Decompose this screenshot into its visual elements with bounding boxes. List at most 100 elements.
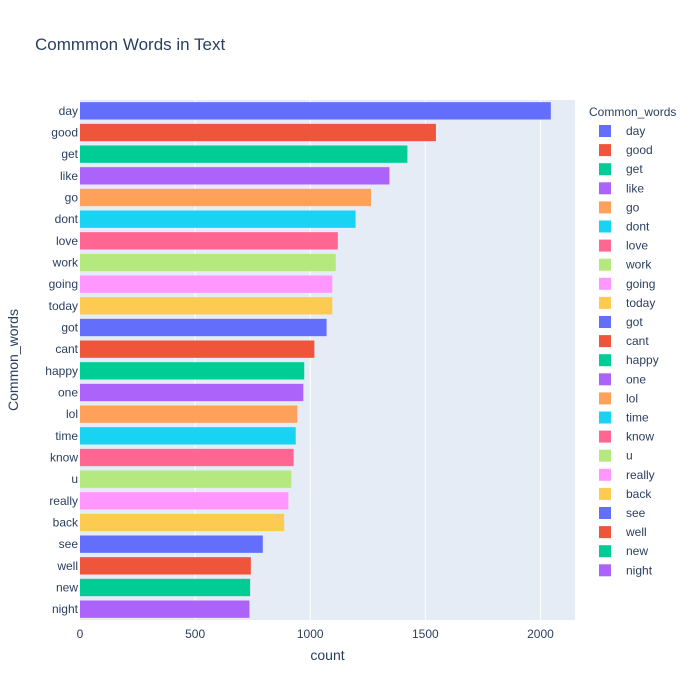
legend-item-happy[interactable]: happy — [599, 353, 659, 367]
bar-go — [80, 188, 372, 207]
legend-item-go[interactable]: go — [599, 200, 640, 214]
y-tick-label: one — [58, 386, 78, 400]
legend-label: today — [626, 296, 655, 310]
legend-swatch — [599, 182, 611, 195]
legend-item-really[interactable]: really — [599, 468, 655, 482]
legend-item-time[interactable]: time — [599, 411, 649, 425]
bar-lol — [80, 405, 298, 423]
legend-item-well[interactable]: well — [599, 525, 647, 539]
bar-see — [80, 535, 263, 553]
bar-got — [80, 318, 327, 337]
y-tick-label: really — [49, 494, 78, 508]
bar-today — [80, 297, 333, 315]
legend-label: good — [626, 143, 653, 157]
legend-item-day[interactable]: day — [599, 124, 645, 138]
legend-swatch — [599, 335, 611, 348]
bar-know — [80, 448, 294, 467]
y-tick-label: see — [59, 537, 79, 551]
bar-happy — [80, 362, 305, 380]
legend-label: happy — [626, 353, 659, 367]
bar-night — [80, 600, 250, 618]
bar-time — [80, 427, 296, 445]
legend-swatch — [599, 220, 611, 233]
legend-item-u[interactable]: u — [599, 449, 633, 463]
legend-item-one[interactable]: one — [599, 372, 646, 386]
bar-well — [80, 557, 251, 575]
legend-item-like[interactable]: like — [599, 181, 644, 195]
bar-one — [80, 383, 304, 402]
bars — [80, 102, 551, 618]
legend-label: cant — [626, 334, 649, 348]
legend-item-get[interactable]: get — [599, 162, 643, 176]
y-tick-label: like — [60, 169, 78, 183]
legend-item-see[interactable]: see — [599, 506, 646, 520]
legend-item-new[interactable]: new — [599, 544, 648, 558]
legend-label: got — [626, 315, 643, 329]
legend-swatch — [599, 239, 611, 252]
legend-label: back — [626, 487, 652, 501]
legend-label: night — [626, 563, 653, 577]
legend-label: lol — [626, 391, 638, 405]
legend-label: time — [626, 411, 649, 425]
y-tick-label: work — [52, 256, 79, 270]
legend-swatch — [599, 258, 611, 271]
y-tick-label: dont — [55, 212, 79, 226]
y-tick-label: cant — [55, 342, 78, 356]
y-tick-label: well — [56, 559, 78, 573]
legend-swatch — [599, 354, 611, 367]
y-tick-label: today — [49, 299, 78, 313]
legend-item-work[interactable]: work — [599, 258, 652, 272]
bar-u — [80, 470, 292, 488]
bar-back — [80, 513, 285, 532]
x-axis-title: count — [310, 647, 344, 663]
legend-label: like — [626, 181, 644, 195]
gridlines — [194, 100, 541, 620]
bar-really — [80, 492, 289, 510]
legend-label: see — [626, 506, 646, 520]
legend-label: dont — [626, 220, 650, 234]
legend-swatch — [599, 411, 611, 424]
legend-swatch — [599, 526, 611, 539]
bar-good — [80, 123, 436, 142]
legend-item-lol[interactable]: lol — [599, 391, 638, 405]
legend-label: know — [626, 430, 654, 444]
legend-item-today[interactable]: today — [599, 296, 655, 310]
y-tick-labels: day good get like go dont love work going today go… — [45, 104, 79, 616]
legend-swatch — [599, 545, 611, 558]
legend-label: new — [626, 544, 648, 558]
legend-label: love — [626, 239, 648, 253]
legend-item-good[interactable]: good — [599, 143, 653, 157]
y-axis-title: Common_words — [5, 309, 21, 411]
bar-new — [80, 578, 251, 597]
legend-swatch — [599, 201, 611, 214]
y-tick-label: new — [56, 581, 78, 595]
legend: Common_words day good get like go dont love wor… — [589, 105, 676, 577]
bar-dont — [80, 210, 356, 228]
bar-going — [80, 275, 333, 293]
x-tick-label: 0 — [77, 627, 84, 641]
legend-item-know[interactable]: know — [599, 430, 654, 444]
legend-item-back[interactable]: back — [599, 487, 652, 501]
x-tick-labels: 0 500 1000 1500 2000 — [77, 627, 554, 641]
legend-swatch — [599, 468, 611, 481]
bar-work — [80, 253, 336, 272]
y-tick-label: got — [61, 321, 78, 335]
x-tick-label: 1500 — [412, 627, 439, 641]
legend-item-night[interactable]: night — [599, 563, 653, 577]
legend-label: day — [626, 124, 645, 138]
legend-item-cant[interactable]: cant — [599, 334, 649, 348]
chart-title: Commmon Words in Text — [35, 35, 225, 54]
legend-swatch — [599, 163, 611, 176]
y-tick-label: going — [49, 277, 78, 291]
bar-cant — [80, 340, 315, 358]
legend-item-going[interactable]: going — [599, 277, 655, 291]
legend-item-got[interactable]: got — [599, 315, 643, 329]
y-tick-label: go — [65, 191, 79, 205]
y-tick-label: time — [55, 429, 78, 443]
legend-swatch — [599, 277, 611, 290]
legend-item-dont[interactable]: dont — [599, 220, 650, 234]
bar-get — [80, 145, 408, 163]
bar-love — [80, 232, 338, 250]
y-tick-label: back — [53, 516, 79, 530]
legend-item-love[interactable]: love — [599, 239, 648, 253]
